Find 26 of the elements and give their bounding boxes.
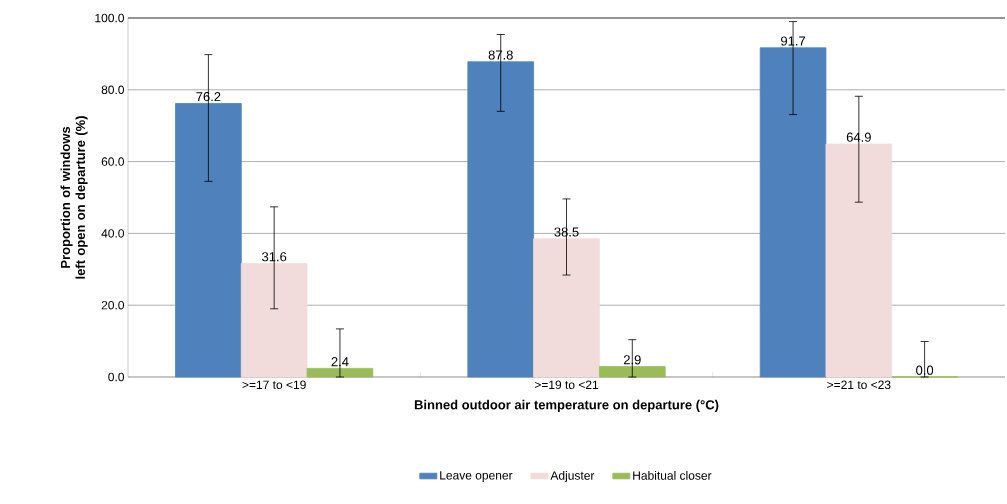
x-tick-label: >=21 to <23: [827, 380, 891, 390]
data-label: 64.9: [846, 132, 871, 142]
x-tick-label: >=17 to <19: [242, 380, 306, 390]
legend-label: Adjuster: [550, 470, 595, 483]
y-axis-title: Proportion of windows left open on departure (%): [60, 116, 88, 279]
legend-label: Habitual closer: [633, 470, 712, 480]
bar: [240, 263, 308, 378]
data-label: 31.6: [262, 252, 287, 262]
y-tick-label: 100.0: [95, 13, 125, 23]
bar: [306, 367, 374, 378]
y-tick-label: 60.0: [101, 157, 125, 166]
y-tick-label: 40.0: [101, 229, 125, 238]
y-tick-label: 20.0: [101, 300, 125, 310]
y-tick-label: 0.0: [108, 372, 125, 382]
data-label: 91.7: [781, 36, 806, 46]
bar: [825, 143, 893, 378]
bar: [598, 366, 666, 378]
bar: [759, 47, 827, 378]
bar: [467, 61, 535, 378]
data-label: 2.4: [331, 357, 349, 367]
legend-label: Leave opener: [440, 471, 513, 482]
x-axis-title: Binned outdoor air temperature on departure (°C): [414, 399, 719, 412]
bar: [175, 103, 242, 378]
bar: [533, 238, 600, 378]
x-tick-label: >=19 to <21: [534, 380, 599, 390]
y-tick-label: 80.0: [101, 85, 125, 95]
